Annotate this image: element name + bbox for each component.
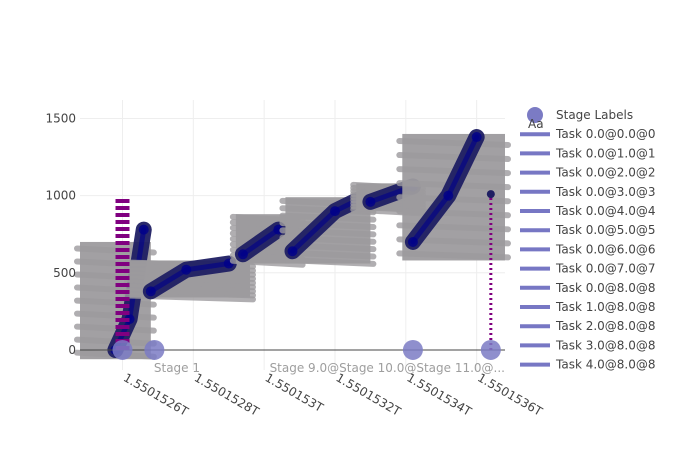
legend-label: Task 1.0@8.0@8 [555,300,656,314]
stage-annotation: Stage 1 [154,361,200,375]
stage-label-marker [144,339,165,360]
stage-label-marker [480,339,501,360]
task-point [330,206,340,217]
task-point [471,132,482,143]
y-tick-label: 1500 [45,112,76,126]
legend-label: Task 0.0@2.0@2 [555,166,656,180]
stage-task-line [396,152,511,163]
task-point [237,249,248,260]
task-point [407,236,418,247]
task-path-core [240,227,281,257]
legend-label: Task 0.0@1.0@1 [555,146,656,160]
legend-label: Task 0.0@8.0@8 [555,281,656,295]
task-point [145,286,156,297]
task-point [443,190,454,201]
legend-label: Task 0.0@6.0@6 [555,242,656,256]
task-point [365,196,376,207]
stage-annotation: Stage 9.0@Stage 10.0@Stage 11.0@... [270,361,505,375]
task-point [138,224,149,235]
vertical-marker-cap [486,190,495,199]
legend-label: Task 4.0@8.0@8 [555,358,656,372]
stage-task-line [279,256,377,267]
task-stages [74,129,511,360]
y-axis-ticks: 0 500 1000 1500 [45,112,76,357]
legend-note: Aa [528,117,544,131]
legend-label: Task 0.0@5.0@5 [555,223,656,237]
legend[interactable]: Stage Labels Task 0.0@0.0@0 Task 0.0@1.0@1… [520,107,656,372]
stage-task-line [74,323,157,334]
stage-label-marker [402,339,423,360]
stage-task-line [74,310,157,321]
stage-task-line [123,280,256,291]
legend-label: Task 0.0@3.0@3 [555,185,656,199]
stage-task-line [279,227,377,238]
legend-label: Task 2.0@8.0@8 [555,319,656,333]
task-point [181,264,192,275]
task-point [287,246,298,257]
legend-label: Task 0.0@7.0@7 [555,262,656,276]
legend-label: Task 0.0@4.0@4 [555,204,656,218]
y-tick-label: 1000 [45,189,76,203]
legend-label: Stage Labels [556,108,633,122]
legend-marker [527,107,543,123]
stage-task-line [74,297,157,308]
y-tick-label: 500 [53,266,76,280]
legend-label: Task 0.0@0.0@0 [555,127,656,141]
y-tick-label: 0 [68,343,76,357]
stage-task-line [396,250,511,261]
vertical-markers [115,190,495,350]
stage-task-line [123,275,256,286]
legend-label: Task 3.0@8.0@8 [555,338,656,352]
stage-label-points: Stage 1 Stage 9.0@Stage 10.0@Stage 11.0@.… [112,339,505,375]
stage-task-line [396,137,511,148]
stage-label-marker [112,339,133,360]
